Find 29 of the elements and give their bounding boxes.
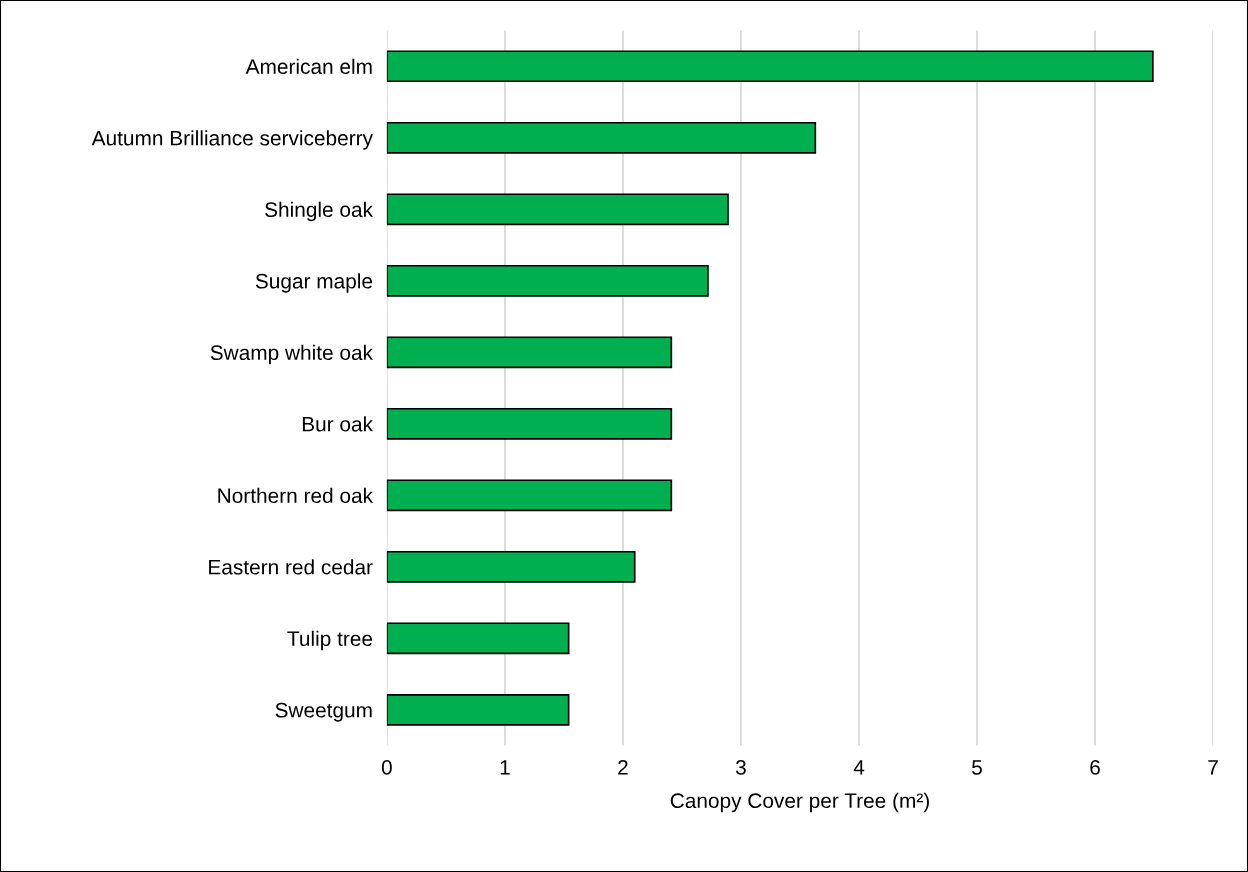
x-axis-title: Canopy Cover per Tree (m²) [670,792,929,813]
y-tick-label: Northern red oak [218,487,374,504]
bar [386,193,729,226]
bar [386,550,636,583]
x-tick-label: 3 [735,760,746,775]
bar [386,336,673,369]
y-tick-label: Tulip tree [287,630,373,651]
bar [386,693,570,726]
y-tick-label: American elm [245,58,372,75]
x-tick-label: 6 [1090,760,1100,775]
bar [386,50,1154,83]
y-tick-label: Autumn Brilliance serviceberry [91,130,373,150]
y-tick-label: Eastern red cedar [209,559,373,575]
bar [386,622,570,655]
y-tick-label: Bur oak [302,416,374,432]
bar [386,407,673,440]
x-tick-label: 2 [618,760,628,775]
y-tick-label: Swamp white oak [210,344,374,365]
x-tick-label: 7 [1208,760,1218,775]
x-tick-label: 5 [972,760,982,775]
bar [386,479,673,512]
x-tick-label: 4 [853,760,865,775]
y-tick-label: Sugar maple [255,273,373,293]
x-tick-label: 0 [381,760,392,775]
y-tick-label: Sweetgum [275,702,372,722]
bar [386,121,817,154]
x-tick-label: 1 [500,760,510,775]
bar [386,264,709,297]
y-tick-label: Shingle oak [265,201,374,222]
